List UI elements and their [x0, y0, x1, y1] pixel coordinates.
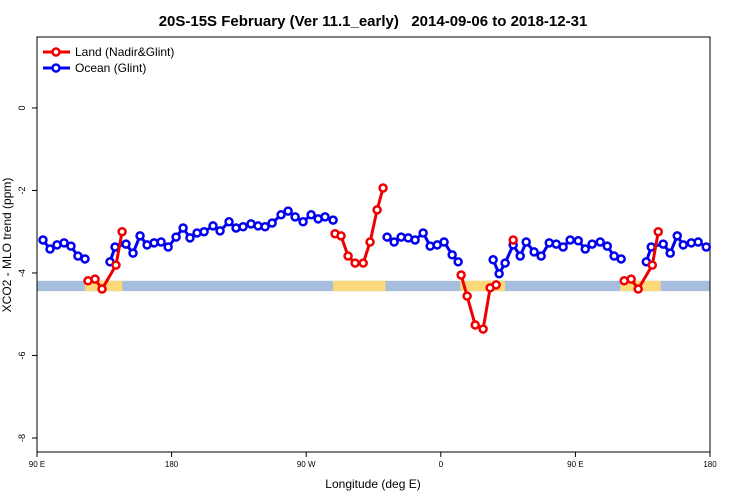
- chart-title: 20S-15S February (Ver 11.1_early) 2014-0…: [159, 13, 588, 30]
- data-point: [515, 251, 525, 261]
- data-point: [121, 239, 131, 249]
- data-point: [208, 221, 218, 231]
- data-point: [350, 258, 360, 268]
- data-point: [658, 239, 668, 249]
- data-point: [267, 218, 277, 228]
- data-point: [647, 260, 658, 270]
- x-tick-label: 180: [703, 460, 717, 469]
- data-point: [336, 231, 346, 241]
- data-point: [156, 237, 166, 247]
- data-point: [418, 228, 428, 238]
- data-point: [410, 235, 420, 245]
- x-tick-label: 180: [165, 460, 179, 469]
- data-point: [290, 212, 300, 222]
- x-axis-label: Longitude (deg E): [325, 477, 420, 491]
- data-point: [529, 247, 539, 257]
- data-point: [171, 232, 181, 242]
- data-point: [45, 244, 55, 254]
- data-point: [117, 226, 127, 237]
- data-point: [500, 258, 510, 268]
- data-point: [97, 284, 107, 294]
- data-point: [178, 223, 188, 233]
- data-point: [456, 270, 466, 280]
- land-strip: [460, 280, 506, 292]
- legend-label: Ocean (Glint): [75, 61, 146, 75]
- data-point: [199, 226, 209, 237]
- data-point: [135, 231, 145, 241]
- data-point: [616, 254, 626, 264]
- data-point: [665, 248, 675, 258]
- data-point: [372, 205, 382, 215]
- data-point: [365, 237, 375, 247]
- data-point: [488, 255, 498, 265]
- data-point: [320, 212, 330, 222]
- data-point: [626, 274, 636, 284]
- data-point: [306, 210, 316, 220]
- data-point: [602, 241, 613, 251]
- data-point: [521, 237, 531, 247]
- data-point: [358, 258, 368, 268]
- y-tick-label: -8: [17, 434, 27, 442]
- x-tick-label: 0: [439, 460, 444, 469]
- data-point: [163, 242, 173, 252]
- legend-marker: [51, 47, 61, 57]
- land-strip: [333, 280, 386, 292]
- x-tick-label: 90 E: [29, 460, 45, 469]
- data-point: [508, 235, 518, 245]
- legend-marker: [51, 63, 61, 73]
- data-point: [678, 240, 688, 250]
- data-point: [580, 244, 591, 254]
- data-point: [653, 226, 664, 237]
- y-tick-label: -4: [17, 269, 27, 277]
- data-point: [298, 217, 308, 227]
- data-point: [462, 291, 472, 301]
- data-point: [111, 260, 121, 270]
- data-point: [573, 236, 583, 246]
- data-point: [378, 183, 388, 193]
- data-point: [565, 235, 575, 245]
- data-point: [90, 274, 100, 284]
- data-point: [470, 320, 480, 330]
- x-tick-label: 90 E: [567, 460, 583, 469]
- data-point: [453, 257, 463, 267]
- data-point: [328, 215, 338, 225]
- data-point: [491, 280, 501, 290]
- data-point: [439, 237, 449, 247]
- data-point: [80, 254, 90, 264]
- y-tick-label: -2: [17, 186, 27, 194]
- data-point: [672, 231, 682, 241]
- data-point: [283, 206, 293, 216]
- data-point: [558, 242, 568, 252]
- data-point: [224, 217, 234, 227]
- data-point: [389, 237, 399, 247]
- data-point: [587, 239, 597, 249]
- data-point: [382, 232, 392, 242]
- data-point: [128, 248, 138, 258]
- data-point: [595, 237, 605, 247]
- y-axis-label: XCO2 - MLO trend (ppm): [0, 178, 14, 313]
- data-point: [494, 269, 504, 279]
- data-point: [276, 210, 286, 220]
- data-point: [633, 284, 643, 294]
- data-point: [185, 233, 195, 243]
- data-point: [260, 222, 270, 232]
- data-point: [693, 237, 703, 247]
- data-point: [701, 242, 712, 252]
- data-point: [536, 251, 546, 261]
- data-point: [38, 235, 48, 245]
- data-point: [215, 226, 225, 236]
- legend-label: Land (Nadir&Glint): [75, 45, 174, 59]
- data-point: [66, 241, 76, 251]
- data-point: [478, 324, 488, 334]
- data-point: [447, 250, 457, 260]
- y-tick-label: 0: [17, 105, 27, 110]
- y-tick-label: -6: [17, 351, 27, 359]
- x-tick-label: 90 W: [297, 460, 316, 469]
- data-point: [343, 251, 353, 261]
- data-point: [238, 222, 248, 232]
